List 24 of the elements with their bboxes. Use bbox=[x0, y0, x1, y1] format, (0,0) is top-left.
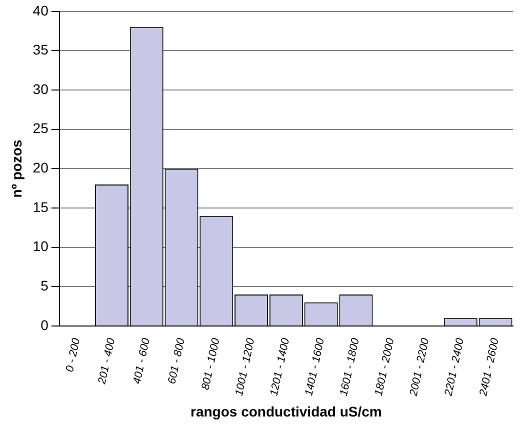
x-tick-label: 1601 - 1800 bbox=[338, 336, 362, 398]
y-tick-label: 5 bbox=[40, 278, 49, 294]
x-tick-label: 601 - 800 bbox=[166, 336, 188, 386]
x-tick-label: 801 - 1000 bbox=[200, 336, 223, 392]
y-tick-label: 15 bbox=[32, 198, 49, 215]
x-tick-label: 2201 - 2400 bbox=[442, 336, 467, 398]
y-tick-label: 35 bbox=[32, 42, 49, 58]
x-tick-label: 1801 - 2000 bbox=[372, 336, 397, 398]
y-tick-label: 0 bbox=[40, 316, 49, 333]
y-axis-title: nº pozos bbox=[8, 140, 24, 198]
x-tick-label: 1401 - 1600 bbox=[303, 336, 328, 398]
x-axis-title: rangos conductividad uS/cm bbox=[190, 403, 382, 420]
x-tick-label: 401 - 600 bbox=[131, 336, 153, 386]
y-tick-label: 10 bbox=[32, 238, 49, 254]
x-tick-label: 1001 - 1200 bbox=[233, 336, 258, 398]
x-tick-label: 2001 - 2200 bbox=[408, 336, 432, 398]
y-tick-label: 20 bbox=[32, 160, 49, 176]
y-tick-label: 25 bbox=[32, 120, 49, 136]
x-tick-label: 1201 - 1400 bbox=[268, 336, 292, 398]
x-tick-label: 201 - 400 bbox=[96, 336, 118, 386]
y-tick-label: 40 bbox=[32, 2, 49, 18]
y-tick-label: 30 bbox=[32, 80, 49, 97]
x-tick-label: 2401 - 2600 bbox=[477, 336, 502, 398]
x-tick-label: 0 - 200 bbox=[64, 336, 83, 374]
